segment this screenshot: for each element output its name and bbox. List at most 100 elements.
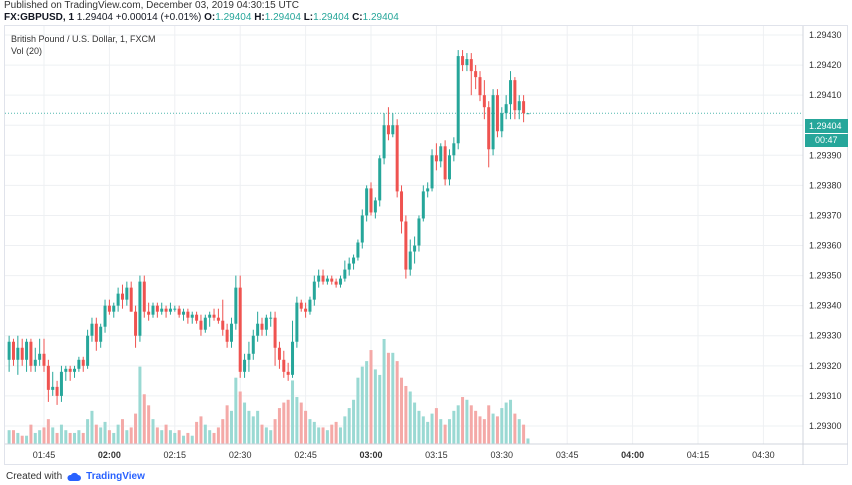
- chart-frame[interactable]: [4, 25, 848, 465]
- candle-body: [190, 314, 194, 318]
- x-tick-label: 04:15: [687, 450, 710, 460]
- candle-body: [295, 302, 299, 342]
- volume-bar: [112, 432, 116, 444]
- bar-countdown-tag: 00:47: [805, 134, 848, 147]
- candle-body: [421, 191, 425, 219]
- volume-bar: [391, 352, 395, 444]
- x-tick-label: 02:15: [164, 450, 187, 460]
- x-tick-label: 01:45: [33, 450, 56, 460]
- candle-body: [317, 275, 321, 282]
- candle-body: [443, 146, 447, 180]
- candle-body: [225, 329, 229, 342]
- candle-body: [491, 95, 495, 150]
- volume-bar: [77, 430, 81, 444]
- volume-bar: [443, 424, 447, 444]
- candle-body: [452, 143, 456, 156]
- candle-body: [273, 317, 277, 348]
- volume-bar: [469, 405, 473, 444]
- volume-bar: [308, 419, 312, 444]
- volume-bar: [7, 430, 11, 444]
- candle-body: [208, 314, 212, 318]
- candle-body: [186, 311, 190, 318]
- volume-bar: [182, 435, 186, 444]
- y-tick-label: 1.29370: [809, 210, 842, 220]
- volume-bar: [33, 432, 37, 444]
- high-label: H:: [254, 12, 265, 23]
- candle-body: [338, 278, 342, 285]
- candle-body: [86, 335, 90, 366]
- candle-body: [81, 359, 85, 366]
- volume-bar: [151, 419, 155, 444]
- candle-body: [282, 359, 286, 372]
- volume-bar: [299, 402, 303, 444]
- candle-body: [16, 347, 20, 360]
- volume-bar: [317, 427, 321, 444]
- candle-body: [391, 125, 395, 135]
- open-value: 1.29404: [215, 12, 252, 23]
- volume-bar: [64, 430, 68, 444]
- volume-bar: [247, 410, 251, 444]
- candle-body: [199, 320, 203, 330]
- candle-body: [11, 341, 15, 360]
- candle-body: [404, 221, 408, 270]
- volume-bar: [51, 427, 55, 444]
- volume-bar: [343, 416, 347, 444]
- volume-bar: [186, 432, 190, 444]
- candle-body: [147, 311, 151, 315]
- y-tick-label: 1.29350: [809, 271, 842, 281]
- tradingview-brand[interactable]: TradingView: [86, 471, 145, 482]
- x-tick-label: 02:30: [229, 450, 252, 460]
- candle-body: [173, 308, 177, 310]
- symbol-label[interactable]: FX:GBPUSD, 1: [4, 12, 75, 23]
- volume-bar: [352, 399, 356, 444]
- volume-bar: [229, 410, 233, 444]
- volume-bar: [509, 399, 513, 444]
- candle-body: [517, 101, 521, 111]
- volume-bar: [243, 402, 247, 444]
- candle-body: [195, 314, 199, 321]
- y-tick-label: 1.29380: [809, 180, 842, 190]
- candle-body: [7, 341, 11, 360]
- close-value: 1.29404: [362, 12, 399, 23]
- candle-body: [120, 293, 124, 300]
- candle-body: [426, 188, 430, 192]
- candle-body: [365, 188, 369, 216]
- chart-title: British Pound / U.S. Dollar, 1, FXCM: [11, 34, 156, 44]
- volume-bar: [29, 424, 33, 444]
- candle-body: [212, 314, 216, 318]
- candle-body: [151, 305, 155, 315]
- volume-bar: [382, 339, 386, 444]
- candle-body: [434, 155, 438, 162]
- candle-body: [42, 353, 46, 366]
- candle-body: [509, 80, 513, 105]
- candle-body: [430, 155, 434, 189]
- candle-body: [177, 308, 181, 315]
- volume-bar: [439, 419, 443, 444]
- volume-bar: [286, 399, 290, 444]
- candle-body: [321, 275, 325, 282]
- candle-body: [395, 125, 399, 192]
- candle-body: [400, 191, 404, 222]
- volume-bar: [234, 377, 238, 444]
- candle-body: [465, 59, 469, 66]
- candle-body: [229, 323, 233, 342]
- volume-bar: [447, 419, 451, 444]
- volume-bar: [504, 402, 508, 444]
- volume-bar: [25, 435, 29, 444]
- volume-bar: [103, 421, 107, 444]
- volume-bar: [59, 424, 63, 444]
- volume-bar: [273, 419, 277, 444]
- volume-bar: [160, 430, 164, 444]
- created-with-label: Created with: [6, 471, 63, 482]
- volume-bar: [434, 408, 438, 444]
- volume-bar: [400, 377, 404, 444]
- volume-bar: [295, 397, 299, 444]
- volume-bar: [264, 427, 268, 444]
- candle-body: [94, 323, 98, 342]
- volume-bar: [38, 430, 42, 444]
- candle-body: [64, 368, 68, 372]
- footer: Created with TradingView: [6, 471, 145, 482]
- candle-body: [134, 311, 138, 336]
- volume-bar: [81, 432, 85, 444]
